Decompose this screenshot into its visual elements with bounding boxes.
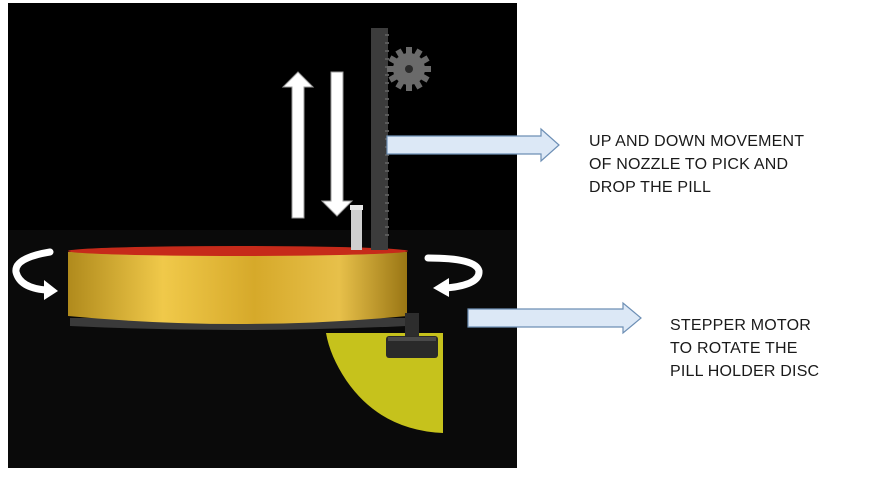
label-line: TO ROTATE THE bbox=[670, 340, 798, 357]
down-arrow-icon bbox=[320, 71, 354, 217]
rotate-right-arrow-icon bbox=[424, 254, 483, 297]
motor-bracket bbox=[386, 336, 438, 358]
rotate-left-arrow-icon bbox=[12, 248, 58, 300]
motor-pointer-arrow bbox=[467, 301, 642, 335]
nozzle-tip bbox=[350, 205, 363, 210]
nozzle-icon bbox=[351, 208, 362, 250]
label-line: STEPPER MOTOR bbox=[670, 317, 811, 334]
gear-icon bbox=[387, 47, 431, 91]
nozzle-pointer-arrow bbox=[386, 127, 560, 163]
label-line: DROP THE PILL bbox=[589, 179, 712, 196]
rack-icon bbox=[371, 28, 388, 250]
motor-shaft bbox=[405, 313, 419, 341]
motor-bracket-highlight bbox=[388, 337, 436, 341]
nozzle-movement-label: UP AND DOWN MOVEMENT OF NOZZLE TO PICK A… bbox=[589, 130, 804, 199]
label-line: OF NOZZLE TO PICK AND bbox=[589, 156, 789, 173]
label-line: UP AND DOWN MOVEMENT bbox=[589, 133, 805, 150]
disc-red-rim bbox=[68, 246, 408, 256]
pill-holder-disc bbox=[68, 252, 407, 324]
label-line: PILL HOLDER DISC bbox=[670, 363, 820, 380]
up-arrow-icon bbox=[281, 71, 315, 219]
stepper-motor-label: STEPPER MOTOR TO ROTATE THE PILL HOLDER … bbox=[670, 314, 819, 383]
